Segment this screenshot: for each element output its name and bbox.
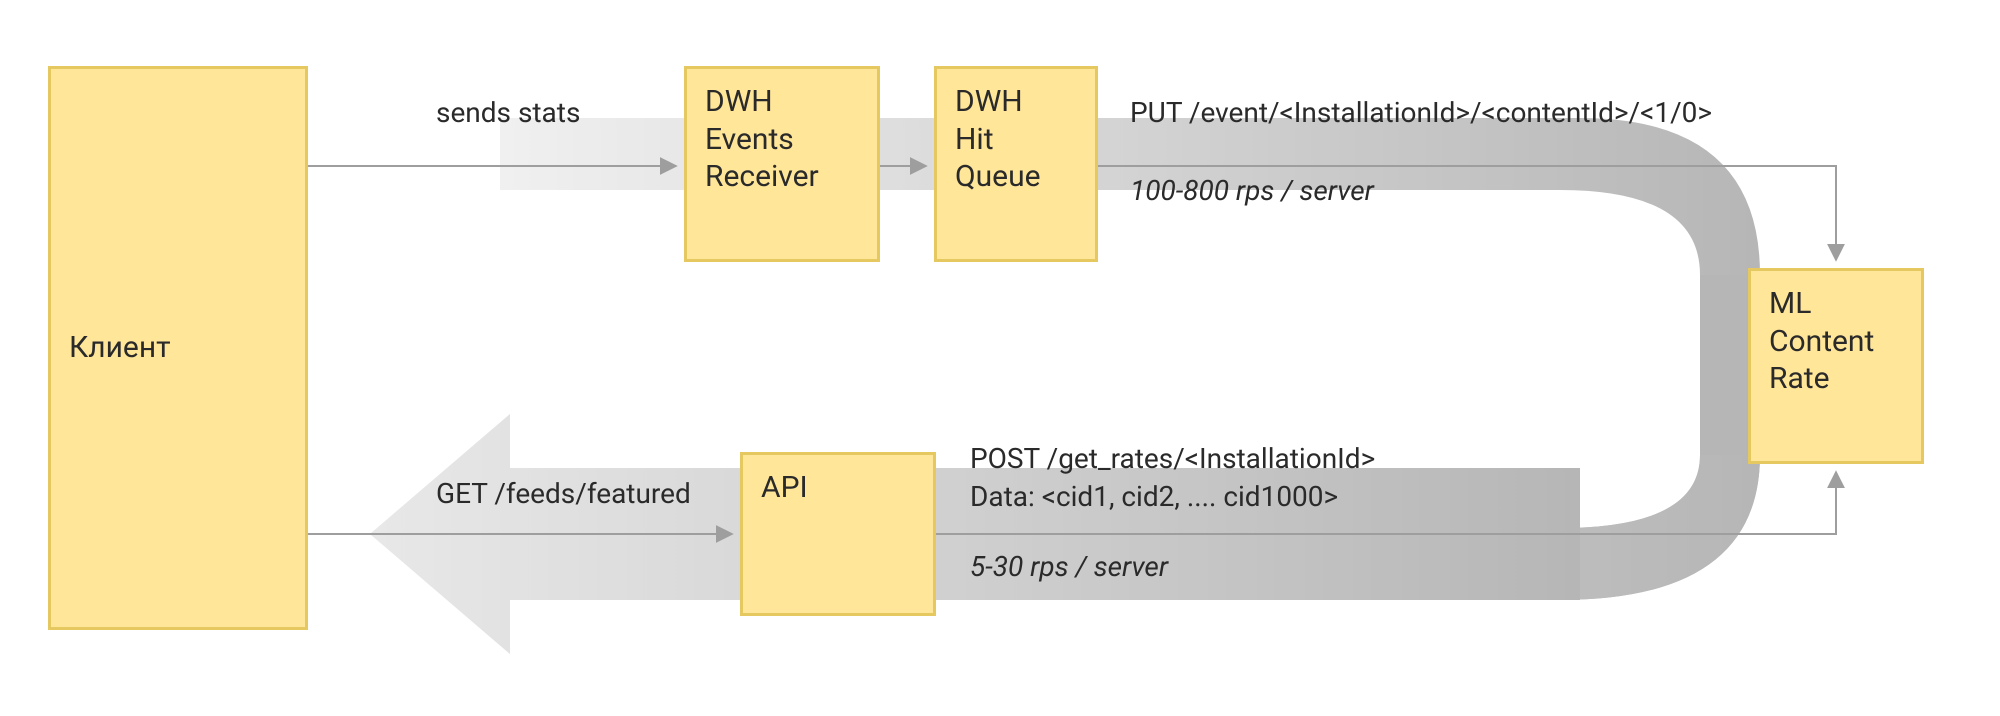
node-dwh-hit-queue-label: DWH Hit Queue <box>955 83 1041 196</box>
node-dwh-events-receiver: DWH Events Receiver <box>684 66 880 262</box>
node-api: API <box>740 452 936 616</box>
label-get-feeds: GET /feeds/featured <box>436 475 691 513</box>
node-api-label: API <box>761 469 808 507</box>
node-dwh-events-receiver-label: DWH Events Receiver <box>705 83 819 196</box>
node-ml-content-rate-label: ML Content Rate <box>1769 285 1874 398</box>
flow-band-curve <box>1560 275 1760 600</box>
label-put-event: PUT /event/<InstallationId>/<contentId>/… <box>1130 94 1712 132</box>
label-put-event-rps: 100-800 rps / server <box>1130 172 1374 210</box>
label-post-rates-rps: 5-30 rps / server <box>970 548 1168 586</box>
label-post-rates: POST /get_rates/<InstallationId> Data: <… <box>970 440 1375 516</box>
label-sends-stats: sends stats <box>436 94 580 132</box>
node-client: Клиент <box>48 66 308 630</box>
node-ml-content-rate: ML Content Rate <box>1748 268 1924 464</box>
node-client-label: Клиент <box>69 329 171 367</box>
node-dwh-hit-queue: DWH Hit Queue <box>934 66 1098 262</box>
